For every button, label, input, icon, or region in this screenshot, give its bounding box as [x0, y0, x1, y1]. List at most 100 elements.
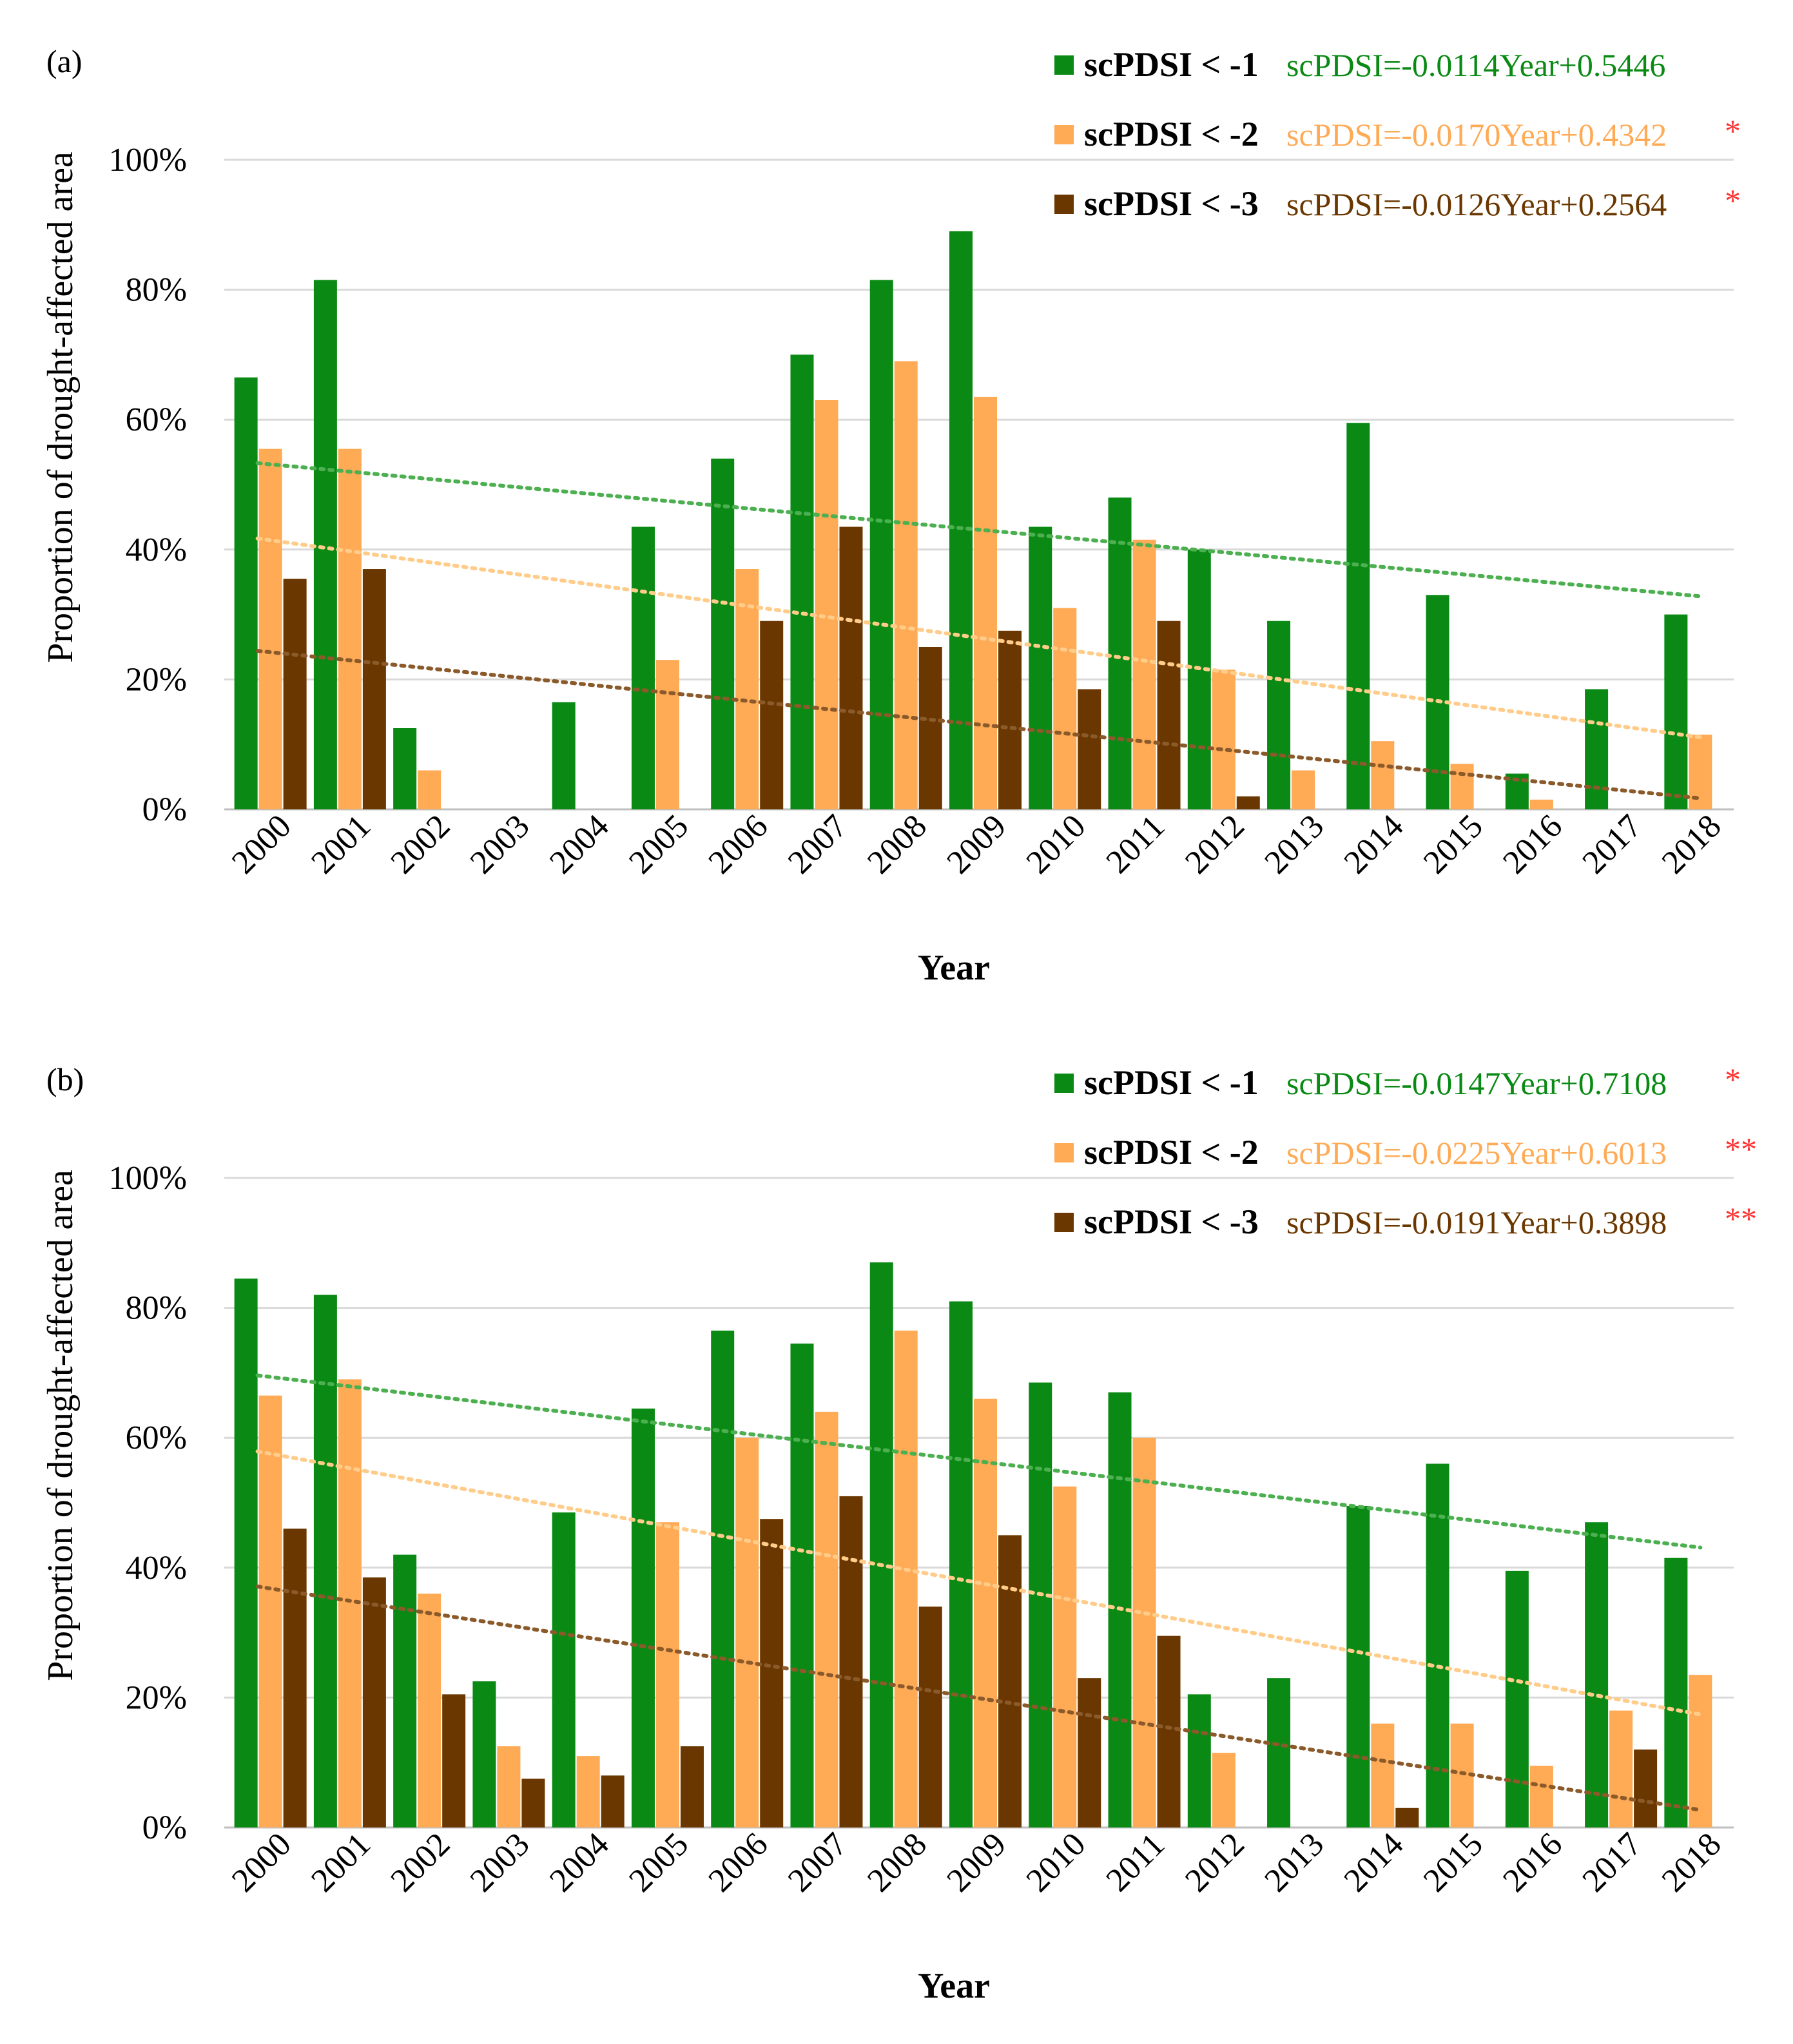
legend-equation-2: scPDSI=-0.0170Year+0.4342	[1286, 117, 1667, 153]
panel-label: (b)	[46, 1061, 84, 1097]
bar-3-2004	[601, 1775, 625, 1827]
bar-1-2000	[234, 377, 258, 809]
bar-2-2018	[1689, 1675, 1712, 1827]
bar-3-2001	[362, 1577, 386, 1827]
bar-1-2015	[1426, 1463, 1449, 1827]
legend-swatch-3	[1054, 1213, 1074, 1232]
bar-2-2000	[258, 448, 282, 809]
bar-3-2005	[680, 1746, 704, 1827]
bar-2-2016	[1529, 1766, 1553, 1827]
legend-swatch-1	[1054, 1074, 1074, 1093]
bar-2-2017	[1609, 1710, 1633, 1827]
bar-3-2014	[1395, 1808, 1419, 1827]
bar-2-2000	[258, 1395, 282, 1827]
bar-3-2003	[521, 1779, 545, 1827]
bar-1-2018	[1664, 1557, 1688, 1827]
bar-2-2012	[1212, 670, 1236, 809]
bar-1-2009	[949, 231, 973, 809]
bar-1-2014	[1346, 1506, 1370, 1827]
bar-2-2006	[735, 1438, 759, 1827]
bar-2-2008	[894, 1330, 918, 1827]
significance-marker-2: *	[1725, 113, 1741, 149]
bar-1-2012	[1187, 549, 1211, 809]
bar-2-2007	[815, 1411, 838, 1827]
bar-3-2000	[283, 579, 307, 809]
bar-3-2010	[1078, 1678, 1101, 1827]
y-tick-label: 60%	[126, 401, 187, 438]
trend-line-1	[255, 1373, 1703, 1550]
bar-3-2012	[1236, 796, 1260, 809]
bar-2-2002	[418, 1594, 441, 1827]
y-tick-label: 20%	[126, 1679, 187, 1716]
bar-1-2017	[1585, 689, 1609, 809]
bar-1-2005	[631, 526, 655, 809]
trend-line-1	[255, 461, 1703, 599]
bar-2-2014	[1371, 1723, 1395, 1827]
legend-equation-1: scPDSI=-0.0147Year+0.7108	[1286, 1065, 1667, 1101]
legend-swatch-1	[1054, 55, 1074, 75]
y-tick-label: 0%	[142, 791, 187, 828]
bar-3-2006	[760, 1519, 784, 1827]
significance-marker-2: **	[1725, 1131, 1757, 1167]
bar-1-2008	[869, 1262, 893, 1827]
significance-marker-1: *	[1725, 1061, 1741, 1097]
legend-label-3: scPDSI < -3	[1084, 1202, 1259, 1241]
bar-2-2006	[735, 569, 759, 809]
bar-1-2003	[472, 1681, 496, 1827]
bar-2-2012	[1212, 1753, 1236, 1827]
bar-3-2007	[839, 1496, 863, 1827]
x-axis-label: Year	[918, 948, 990, 988]
legend-label-3: scPDSI < -3	[1084, 184, 1259, 223]
trend-line-3	[255, 1585, 1703, 1812]
bar-2-2010	[1053, 1486, 1077, 1827]
bar-2-2010	[1053, 608, 1077, 809]
y-axis-label: Proportion of drought-affected area	[41, 1170, 81, 1681]
legend-swatch-2	[1054, 1143, 1074, 1162]
bar-1-2010	[1029, 1382, 1052, 1827]
y-tick-label: 100%	[109, 1160, 187, 1197]
bar-2-2009	[974, 1398, 997, 1827]
bar-2-2005	[655, 1522, 679, 1827]
bar-1-2004	[552, 702, 576, 809]
bar-3-2011	[1157, 1635, 1181, 1827]
bar-3-2001	[362, 569, 386, 809]
bar-3-2007	[839, 526, 863, 809]
bar-3-2002	[442, 1694, 466, 1827]
legend-equation-3: scPDSI=-0.0191Year+0.3898	[1286, 1204, 1667, 1240]
bar-2-2009	[974, 396, 997, 809]
trend-line-3	[255, 649, 1703, 800]
bar-3-2000	[283, 1528, 307, 1827]
y-tick-label: 60%	[126, 1420, 187, 1456]
panel-label: (a)	[46, 43, 82, 79]
bar-2-2005	[655, 660, 679, 809]
bar-3-2017	[1634, 1750, 1658, 1827]
bar-1-2010	[1029, 526, 1052, 809]
bar-2-2011	[1132, 1438, 1156, 1827]
legend-swatch-2	[1054, 125, 1074, 144]
bar-1-2002	[393, 1554, 417, 1827]
bar-2-2001	[338, 448, 362, 809]
bar-3-2009	[998, 630, 1022, 809]
bar-1-2000	[234, 1278, 258, 1827]
bar-1-2002	[393, 728, 417, 809]
bar-1-2006	[711, 1330, 735, 1827]
bar-1-2008	[869, 280, 893, 810]
bar-2-2013	[1292, 770, 1315, 809]
bar-3-2006	[760, 621, 784, 809]
legend-label-2: scPDSI < -2	[1084, 1133, 1259, 1171]
bar-1-2013	[1267, 621, 1291, 809]
y-tick-label: 40%	[126, 1550, 187, 1586]
bar-1-2006	[711, 458, 735, 809]
bar-1-2005	[631, 1408, 655, 1827]
legend-label-1: scPDSI < -1	[1084, 45, 1259, 84]
bar-3-2010	[1078, 689, 1101, 809]
y-tick-label: 40%	[126, 532, 187, 568]
bar-3-2011	[1157, 621, 1181, 809]
bar-3-2008	[918, 647, 942, 809]
legend-swatch-3	[1054, 195, 1074, 214]
bar-1-2007	[790, 354, 814, 809]
bar-1-2014	[1346, 423, 1370, 809]
y-tick-label: 80%	[126, 1290, 187, 1327]
